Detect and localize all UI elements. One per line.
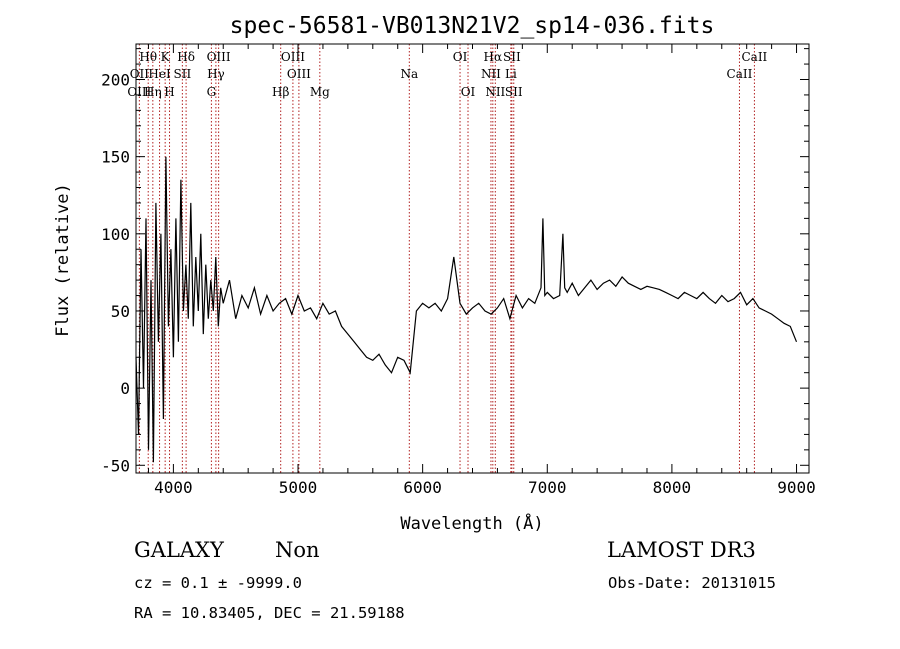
x-tick-label: 7000: [528, 478, 567, 497]
y-tick-label: 200: [101, 70, 130, 89]
y-axis: -50 0 50 100 150 200: [101, 48, 809, 475]
x-axis-label: Wavelength (Å): [400, 512, 543, 534]
line-marker-labels: OII OIII Hθ Hη HeI K H Hδ SII OIII Hγ G OIII OIII Hβ Mg…: [127, 50, 767, 99]
redshift-cz: cz = 0.1 ± -9999.0: [134, 574, 302, 592]
line-markers: [138, 44, 755, 473]
spectrum-series-line: [135, 156, 798, 463]
line-marker-label: OII: [130, 67, 150, 81]
line-marker-label: Hγ: [207, 67, 225, 81]
x-tick-label: 8000: [653, 478, 692, 497]
y-tick-label: 100: [101, 225, 130, 244]
x-tick-label: 6000: [403, 478, 442, 497]
y-tick-label: -50: [101, 456, 130, 475]
line-marker-label: Hα: [484, 50, 503, 64]
x-tick-label: 9000: [777, 478, 816, 497]
line-marker-label: G: [207, 85, 217, 99]
line-marker-label: NII: [485, 85, 505, 99]
line-marker-label: Na: [400, 67, 418, 81]
line-marker-label: OI: [461, 85, 476, 99]
ra-dec: RA = 10.83405, DEC = 21.59188: [134, 604, 405, 622]
object-class: GALAXY: [134, 538, 224, 562]
line-marker-label: NII: [481, 67, 501, 81]
survey-name: LAMOST DR3: [607, 538, 756, 562]
obs-date: Obs-Date: 20131015: [608, 574, 776, 592]
chart-title: spec-56581-VB013N21V2_sp14-036.fits: [230, 13, 715, 39]
line-marker-label: H: [164, 85, 174, 99]
line-marker-label: SII: [174, 67, 192, 81]
line-marker-label: OIII: [281, 50, 305, 64]
line-marker-label: Mg: [310, 85, 330, 99]
line-marker-label: CaII: [741, 50, 767, 64]
y-tick-label: 50: [111, 302, 130, 321]
line-marker-label: OIII: [127, 85, 151, 99]
line-marker-label: SII: [503, 50, 521, 64]
line-marker-label: Hθ: [139, 50, 157, 64]
line-marker-label: Li: [505, 67, 517, 81]
line-marker-label: CaII: [727, 67, 753, 81]
line-marker-label: OIII: [287, 67, 311, 81]
y-tick-label: 0: [120, 379, 130, 398]
line-marker-label: OI: [453, 50, 468, 64]
x-axis: 4000 5000 6000 7000 8000 9000: [147, 44, 816, 497]
plot-frame: [135, 43, 810, 474]
x-tick-label: 5000: [279, 478, 318, 497]
line-marker-label: Hδ: [177, 50, 195, 64]
object-subclass: Non: [275, 538, 320, 562]
line-marker-label: K: [161, 50, 171, 64]
line-marker-label: OIII: [207, 50, 231, 64]
line-marker-label: Hη: [144, 85, 162, 99]
line-marker-label: HeI: [148, 67, 171, 81]
line-marker-label: SII: [505, 85, 523, 99]
x-tick-label: 4000: [154, 478, 193, 497]
y-axis-label: Flux (relative): [53, 183, 73, 337]
y-tick-label: 150: [101, 148, 130, 167]
line-marker-label: Hβ: [272, 85, 289, 99]
